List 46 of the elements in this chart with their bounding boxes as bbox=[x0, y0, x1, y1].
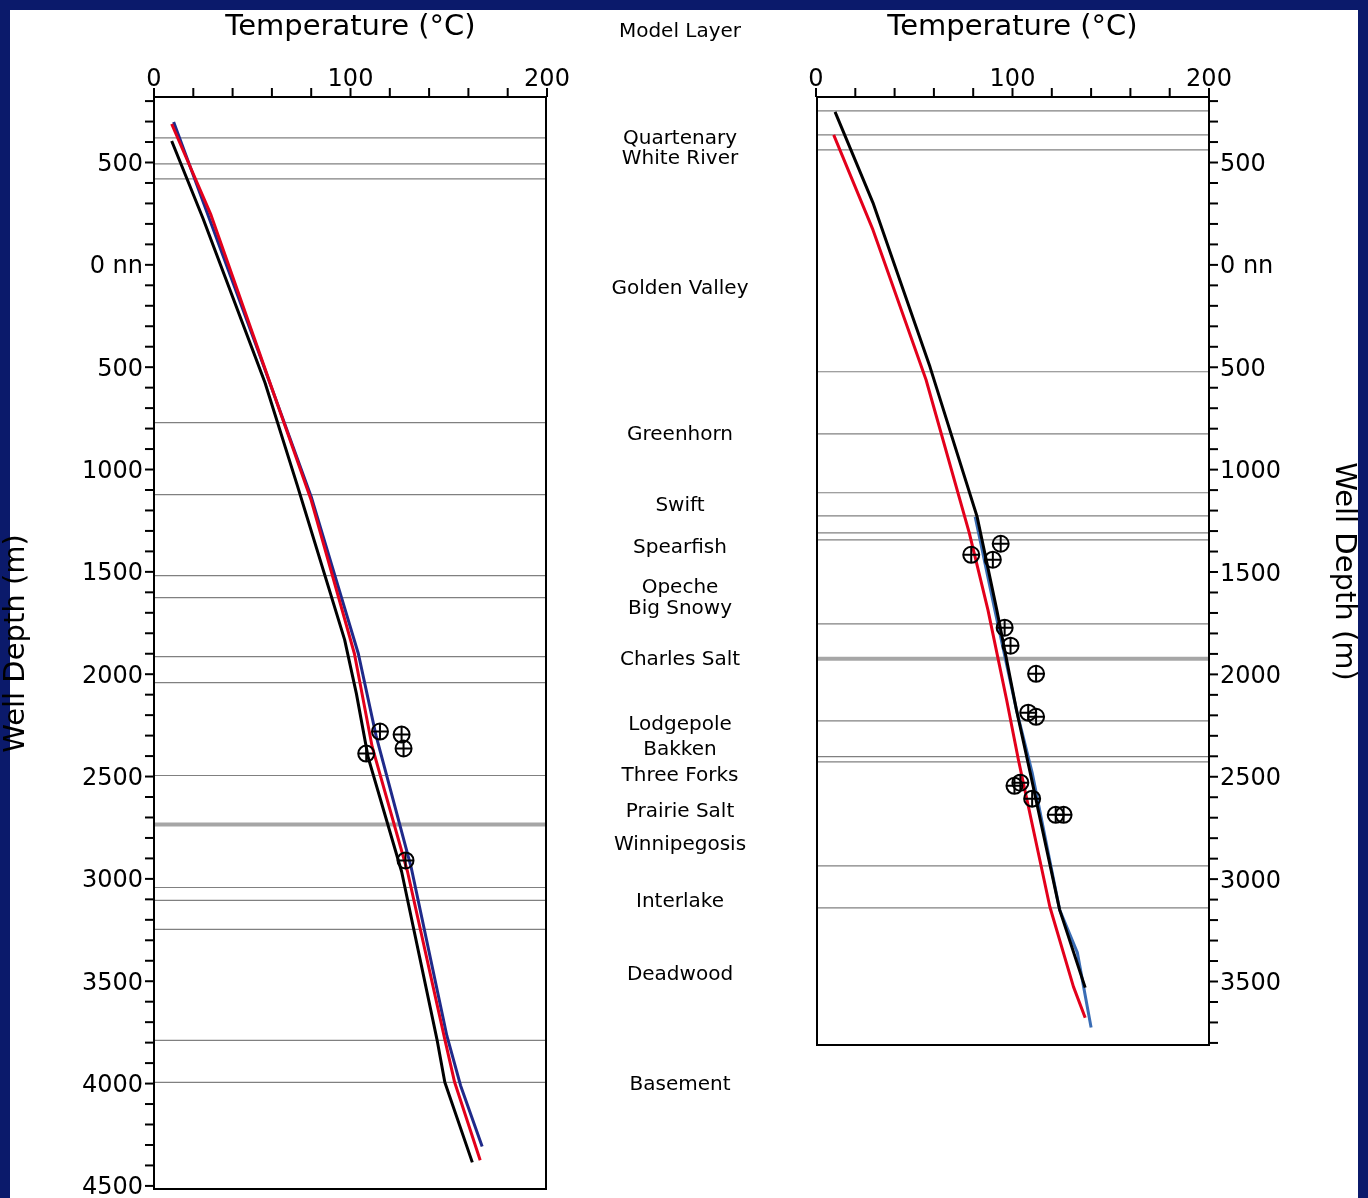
text: Opeche bbox=[640, 574, 720, 598]
text: Bakken bbox=[642, 736, 718, 760]
text: Model Layer bbox=[617, 18, 743, 42]
text: Charles Salt bbox=[618, 646, 742, 670]
y-tick-label: 500 bbox=[97, 149, 143, 178]
y-axis-title: Well Depth (m) bbox=[0, 534, 32, 753]
text: Greenhorn bbox=[626, 421, 734, 445]
y-tick-label: 1500 bbox=[81, 558, 143, 587]
text: Three Forks bbox=[620, 762, 740, 786]
y-tick-label: 1500 bbox=[1220, 558, 1282, 587]
y-tick-label: 500 bbox=[97, 353, 143, 382]
text: Deadwood bbox=[625, 961, 735, 985]
y-tick-label: 1000 bbox=[1220, 456, 1282, 485]
y-tick-label: 2000 bbox=[1220, 660, 1282, 689]
y-tick-label: 2000 bbox=[81, 660, 143, 689]
x-axis-title: Temperature (°C) bbox=[224, 7, 476, 42]
text: Basement bbox=[628, 1071, 732, 1095]
y-tick-label: 1000 bbox=[81, 456, 143, 485]
x-tick-label: 100 bbox=[327, 64, 374, 92]
y-tick-label: 2500 bbox=[81, 763, 143, 792]
x-tick-label: 200 bbox=[1186, 64, 1232, 92]
y-tick-label: 4500 bbox=[81, 1172, 143, 1198]
y-tick-label: 2500 bbox=[1220, 763, 1282, 792]
text: Quartenary bbox=[621, 125, 738, 149]
y-tick-label: 3500 bbox=[81, 967, 143, 996]
text: Lodgepole bbox=[627, 711, 733, 735]
x-axis-title: Temperature (°C) bbox=[886, 7, 1138, 42]
y-axis-title: Well Depth (m) bbox=[1328, 462, 1363, 681]
y-tick-label: 500 bbox=[1220, 149, 1266, 178]
text: Prairie Salt bbox=[624, 798, 736, 822]
text: Golden Valley bbox=[610, 275, 750, 299]
y-tick-label: 3000 bbox=[1220, 865, 1282, 894]
text: Interlake bbox=[635, 888, 725, 912]
y-tick-label: 0 nn bbox=[1220, 251, 1274, 280]
text: Spearfish bbox=[632, 534, 728, 558]
x-tick-label: 100 bbox=[989, 64, 1036, 92]
x-tick-label: 0 bbox=[146, 64, 162, 92]
y-tick-label: 3500 bbox=[1220, 968, 1282, 997]
x-tick-label: 200 bbox=[524, 64, 570, 92]
y-tick-label: 4000 bbox=[81, 1070, 143, 1099]
y-tick-label: 500 bbox=[1220, 353, 1266, 382]
x-tick-label: 0 bbox=[808, 64, 824, 92]
text: Swift bbox=[654, 492, 706, 516]
y-tick-label: 0 nn bbox=[89, 251, 143, 280]
text: Winnipegosis bbox=[612, 831, 748, 855]
y-tick-label: 3000 bbox=[81, 865, 143, 894]
